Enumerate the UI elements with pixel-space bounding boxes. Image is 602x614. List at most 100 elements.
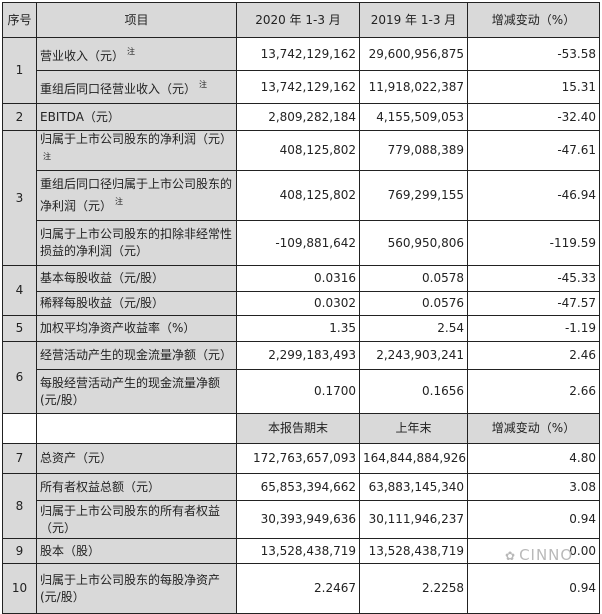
item-label: 重组后同口径营业收入（元） (40, 82, 197, 96)
row-item: EBITDA（元） (36, 103, 237, 131)
row-item: 重组后同口径归属于上市公司股东的净利润（元）注 (36, 170, 237, 221)
row-seq: 4 (2, 265, 37, 316)
row-seq: 3 (2, 130, 37, 266)
item-label: 归属于上市公司股东的净利润（元） (40, 132, 233, 146)
value-col1: 65,853,394,662 (236, 473, 360, 501)
value-col2: 560,950,806 (359, 220, 468, 266)
value-col2: 0.0578 (359, 265, 468, 292)
row-item: 稀释每股收益（元/股） (36, 291, 237, 316)
value-col1: 408,125,802 (236, 130, 360, 171)
row-item: 股本（股） (36, 538, 237, 564)
item-label: 归属于上市公司股东的扣除非经常性损益的净利润（元） (40, 227, 233, 258)
table-row: 8 所有者权益总额（元） 65,853,394,662 63,883,145,340 3… (2, 473, 600, 539)
value-col2: 779,088,389 (359, 130, 468, 171)
value-col2: 2.54 (359, 315, 468, 342)
table-row: 1 营业收入（元） 注 13,742,129,162 29,600,956,875 -53… (2, 37, 600, 104)
header-item: 项目 (36, 2, 237, 38)
header-col1: 2020 年 1-3 月 (236, 2, 360, 38)
table-row: 4 基本每股收益（元/股） 0.0316 0.0578 -45.33 (2, 265, 600, 316)
value-col1: 172,763,657,093 (236, 443, 360, 474)
value-col3: 0.94 (467, 563, 600, 614)
table-row: 10 归属于上市公司股东的每股净资产(元/股） 2.2467 2.2258 0.94 (2, 563, 600, 614)
watermark-logo: ✿ CINNO (505, 546, 574, 564)
value-col1: 13,528,438,719 (236, 538, 360, 564)
note-mark: 注 (43, 152, 51, 161)
value-col1: 1.35 (236, 315, 360, 342)
value-col1: 0.0302 (236, 291, 360, 316)
item-label: 基本每股收益（元/股） (40, 271, 165, 285)
row-item: 归属于上市公司股东的每股净资产(元/股） (36, 563, 237, 614)
table-row: 7 总资产（元） 172,763,657,093 164,844,884,926 4.8… (2, 443, 600, 474)
item-label: EBITDA（元） (40, 109, 120, 124)
value-col2: 2.2258 (359, 563, 468, 614)
value-col3: 3.08 (467, 473, 600, 501)
value-col2: 0.0576 (359, 291, 468, 316)
header2-item (36, 413, 237, 444)
row-item: 归属于上市公司股东的扣除非经常性损益的净利润（元） (36, 220, 237, 266)
value-col2: 13,528,438,719 (359, 538, 468, 564)
item-label: 经营活动产生的现金流量净额（元） (40, 348, 233, 362)
value-col3: -32.40 (467, 103, 600, 131)
value-col1: 2,809,282,184 (236, 103, 360, 131)
item-label: 稀释每股收益（元/股） (40, 296, 165, 310)
value-col1: 13,742,129,162 (236, 70, 360, 104)
header-row: 序号 项目 2020 年 1-3 月 2019 年 1-3 月 增减变动（%） (2, 2, 600, 38)
value-col2: 11,918,022,387 (359, 70, 468, 104)
table-row: 5 加权平均净资产收益率（%） 1.35 2.54 -1.19 (2, 315, 600, 342)
table-row: 归属于上市公司股东的所有者权益（元） 30,393,949,636 30,111,9… (3, 500, 600, 539)
value-col1: 2.2467 (236, 563, 360, 614)
header-seq: 序号 (2, 2, 37, 38)
header2-seq (2, 413, 37, 444)
header2-col2: 上年末 (359, 413, 468, 444)
value-col2: 2,243,903,241 (359, 341, 468, 370)
value-col2: 0.1656 (359, 369, 468, 414)
table-row: 2 EBITDA（元） 2,809,282,184 4,155,509,053 -32.… (2, 103, 600, 131)
value-col2: 4,155,509,053 (359, 103, 468, 131)
value-col3: -45.33 (467, 265, 600, 292)
row-seq: 1 (2, 37, 37, 104)
row-item: 加权平均净资产收益率（%） (36, 315, 237, 342)
row-seq: 9 (2, 538, 37, 564)
header2-col1: 本报告期末 (236, 413, 360, 444)
value-col1: 13,742,129,162 (236, 37, 360, 71)
header-row-2: 本报告期末 上年末 增减变动（%） (2, 413, 600, 444)
table-row: 重组后同口径归属于上市公司股东的净利润（元）注 408,125,802 769,29… (3, 170, 600, 221)
value-col1: 0.0316 (236, 265, 360, 292)
item-label: 归属于上市公司股东的所有者权益（元） (40, 503, 221, 535)
table-row: 每股经营活动产生的现金流量净额(元/股） 0.1700 0.1656 2.66 (3, 369, 600, 414)
value-col2: 29,600,956,875 (359, 37, 468, 71)
item-label: 加权平均净资产收益率（%） (40, 321, 196, 335)
note-mark: 注 (115, 197, 124, 206)
value-col1: 30,393,949,636 (236, 500, 360, 539)
table-row: 9 股本（股） 13,528,438,719 13,528,438,719 0.00 (2, 538, 600, 564)
item-label: 每股经营活动产生的现金流量净额(元/股） (40, 375, 221, 407)
value-col3: -46.94 (467, 170, 600, 221)
row-seq: 8 (2, 473, 37, 539)
value-col1: -109,881,642 (236, 220, 360, 266)
value-col3: -1.19 (467, 315, 600, 342)
row-item: 每股经营活动产生的现金流量净额(元/股） (36, 369, 237, 414)
table-row: 3 归属于上市公司股东的净利润（元） 注 408,125,802 779,088,389… (2, 130, 600, 266)
row-seq: 5 (2, 315, 37, 342)
table-row: 重组后同口径营业收入（元）注 13,742,129,162 11,918,022,3… (3, 70, 600, 104)
row-item: 归属于上市公司股东的所有者权益（元） (36, 500, 237, 539)
header2-col3: 增减变动（%） (467, 413, 600, 444)
value-col2: 63,883,145,340 (359, 473, 468, 501)
row-item: 重组后同口径营业收入（元）注 (36, 70, 237, 104)
note-mark: 注 (199, 80, 208, 89)
item-label: 重组后同口径归属于上市公司股东的净利润（元） (40, 177, 233, 213)
table-row: 稀释每股收益（元/股） 0.0302 0.0576 -47.57 (3, 291, 600, 316)
row-seq: 10 (2, 563, 37, 614)
item-label: 营业收入（元） (40, 49, 125, 63)
row-seq: 7 (2, 443, 37, 474)
row-item: 经营活动产生的现金流量净额（元） (36, 341, 237, 370)
value-col3: -53.58 (467, 37, 600, 71)
table-row: 6 经营活动产生的现金流量净额（元） 2,299,183,493 2,243,903,… (2, 341, 600, 414)
value-col3: 0.94 (467, 500, 600, 539)
value-col2: 30,111,946,237 (359, 500, 468, 539)
value-col3: -47.61 (467, 130, 600, 171)
value-col3: 15.31 (467, 70, 600, 104)
header-col2: 2019 年 1-3 月 (359, 2, 468, 38)
row-item: 总资产（元） (36, 443, 237, 474)
